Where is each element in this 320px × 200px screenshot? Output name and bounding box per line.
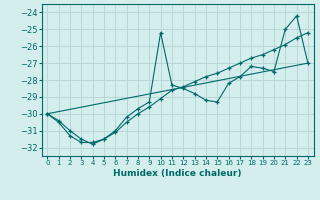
- X-axis label: Humidex (Indice chaleur): Humidex (Indice chaleur): [113, 169, 242, 178]
